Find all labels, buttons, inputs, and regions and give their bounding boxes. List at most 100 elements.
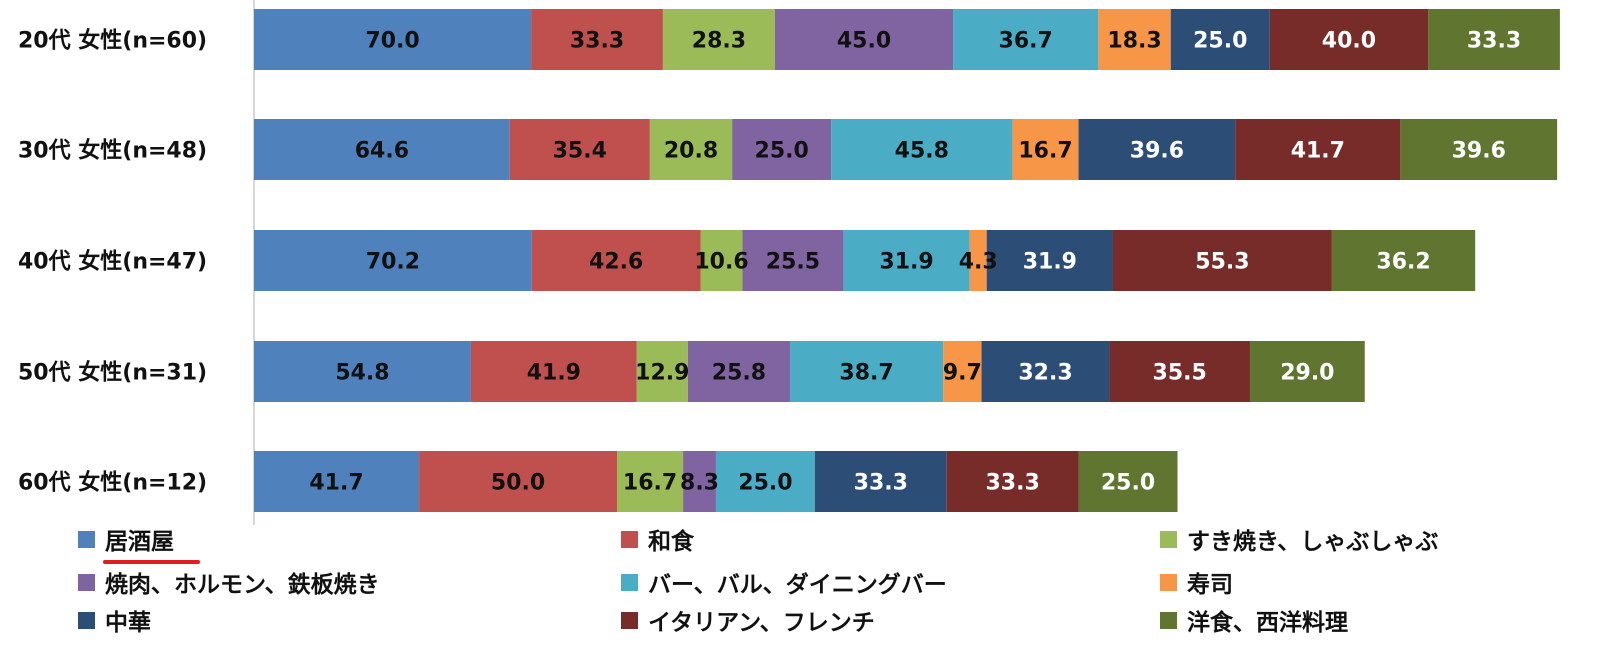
legend-highlight-underline	[103, 560, 200, 564]
bar-segment	[715, 451, 815, 512]
bar-segment	[1235, 119, 1401, 180]
bar-segment	[509, 119, 650, 180]
bar-segment	[831, 119, 1013, 180]
data-label: 25.0	[1101, 471, 1155, 496]
data-label: 4.3	[959, 250, 998, 275]
data-label: 35.4	[553, 139, 607, 164]
bar-segment	[683, 451, 716, 512]
bar-segment	[742, 230, 844, 291]
legend-swatch	[78, 611, 95, 629]
legend-label: 中華	[105, 610, 151, 636]
bar-segment	[700, 230, 743, 291]
data-label: 32.3	[1018, 361, 1072, 386]
data-label: 16.7	[623, 471, 677, 496]
bar-segment	[1400, 119, 1558, 180]
legend-item: 和食	[621, 525, 694, 555]
legend-item: 居酒屋	[78, 525, 174, 555]
bar-segment	[1109, 341, 1250, 402]
chart-legend: 居酒屋 和食 すき焼き、しゃぶしゃぶ焼肉、ホルモン、鉄板焼き バー、バル、ダイニングバ…	[0, 525, 1600, 652]
legend-swatch	[1160, 573, 1177, 591]
legend-label: バー、バル、ダイニングバー	[648, 572, 947, 598]
data-label: 39.6	[1452, 139, 1506, 164]
bar-segment	[969, 230, 987, 291]
data-label: 10.6	[694, 250, 748, 275]
legend-label: 和食	[648, 529, 694, 555]
bar-segment	[254, 119, 510, 180]
bar-segment	[254, 9, 532, 70]
legend-swatch	[621, 530, 638, 548]
data-label: 33.3	[985, 471, 1039, 496]
legend-item: バー、バル、ダイニングバー	[621, 568, 947, 598]
data-label: 41.9	[527, 361, 581, 386]
data-label: 36.2	[1376, 250, 1430, 275]
data-label: 41.7	[309, 471, 363, 496]
category-label: 40代 女性(n=47)	[18, 249, 207, 275]
bar-segments	[254, 9, 1560, 512]
data-label: 70.0	[365, 29, 419, 54]
data-label: 40.0	[1322, 29, 1376, 54]
bar-segment	[531, 9, 663, 70]
data-label: 38.7	[839, 361, 893, 386]
bar-segment	[981, 341, 1110, 402]
data-label: 35.5	[1153, 361, 1207, 386]
legend-label: すき焼き、しゃぶしゃぶ	[1187, 529, 1439, 555]
legend-label: 寿司	[1187, 572, 1233, 598]
bar-segment	[254, 230, 532, 291]
category-label: 50代 女性(n=31)	[18, 360, 207, 386]
bar-segment	[946, 451, 1079, 512]
bar-segment	[1249, 341, 1365, 402]
data-label: 28.3	[692, 29, 746, 54]
bar-segment	[1012, 119, 1079, 180]
data-label: 70.2	[366, 250, 420, 275]
bar-segment	[814, 451, 947, 512]
data-label: 9.7	[943, 361, 982, 386]
data-label: 45.0	[837, 29, 891, 54]
legend-label: 焼肉、ホルモン、鉄板焼き	[105, 572, 380, 598]
category-label: 60代 女性(n=12)	[18, 470, 207, 496]
data-label: 42.6	[589, 250, 643, 275]
category-labels: 20代 女性(n=60) 30代 女性(n=48) 40代 女性(n=47) 50代 …	[18, 28, 207, 496]
data-label: 25.8	[712, 361, 766, 386]
bar-segment	[1428, 9, 1560, 70]
data-label: 20.8	[664, 139, 718, 164]
stacked-bar-chart: 20代 女性(n=60) 30代 女性(n=48) 40代 女性(n=47) 50代 …	[18, 0, 1560, 525]
legend-item: イタリアン、フレンチ	[621, 606, 875, 636]
legend-swatch	[621, 611, 638, 629]
data-label: 18.3	[1107, 29, 1161, 54]
bar-segment	[649, 119, 733, 180]
bar-segment	[789, 341, 944, 402]
legend-item: 焼肉、ホルモン、鉄板焼き	[78, 568, 380, 598]
bar-segment	[843, 230, 970, 291]
bar-segment	[254, 341, 471, 402]
category-label: 20代 女性(n=60)	[18, 28, 207, 54]
legend-swatch	[621, 573, 638, 591]
legend-swatch	[78, 530, 95, 548]
legend-item: 洋食、西洋料理	[1160, 606, 1348, 636]
legend-swatch	[1160, 611, 1177, 629]
data-label: 50.0	[491, 471, 545, 496]
data-label: 45.8	[895, 139, 949, 164]
bar-segment	[1078, 119, 1236, 180]
bar-segment	[1078, 451, 1178, 512]
bar-segment	[1098, 9, 1171, 70]
data-label: 33.3	[1467, 29, 1521, 54]
bar-segment	[687, 341, 790, 402]
legend-label: 洋食、西洋料理	[1187, 610, 1348, 636]
data-label: 31.9	[1023, 250, 1077, 275]
data-label: 54.8	[335, 361, 389, 386]
legend-label: 居酒屋	[105, 529, 174, 555]
data-labels: 70.0 33.3 28.3 45.0 36.7 18.3 25.0 40.0 33.3 64.6…	[309, 29, 1521, 496]
data-label: 39.6	[1130, 139, 1184, 164]
legend-item: すき焼き、しゃぶしゃぶ	[1160, 525, 1439, 555]
data-label: 55.3	[1195, 250, 1249, 275]
bar-segment	[531, 230, 701, 291]
bar-segment	[943, 341, 982, 402]
data-label: 29.0	[1280, 361, 1334, 386]
data-label: 25.5	[766, 250, 820, 275]
bar-segment	[636, 341, 688, 402]
bar-segment	[1170, 9, 1270, 70]
bar-segment	[774, 9, 954, 70]
data-label: 25.0	[1193, 29, 1247, 54]
bar-segment	[1112, 230, 1332, 291]
data-label: 36.7	[999, 29, 1053, 54]
